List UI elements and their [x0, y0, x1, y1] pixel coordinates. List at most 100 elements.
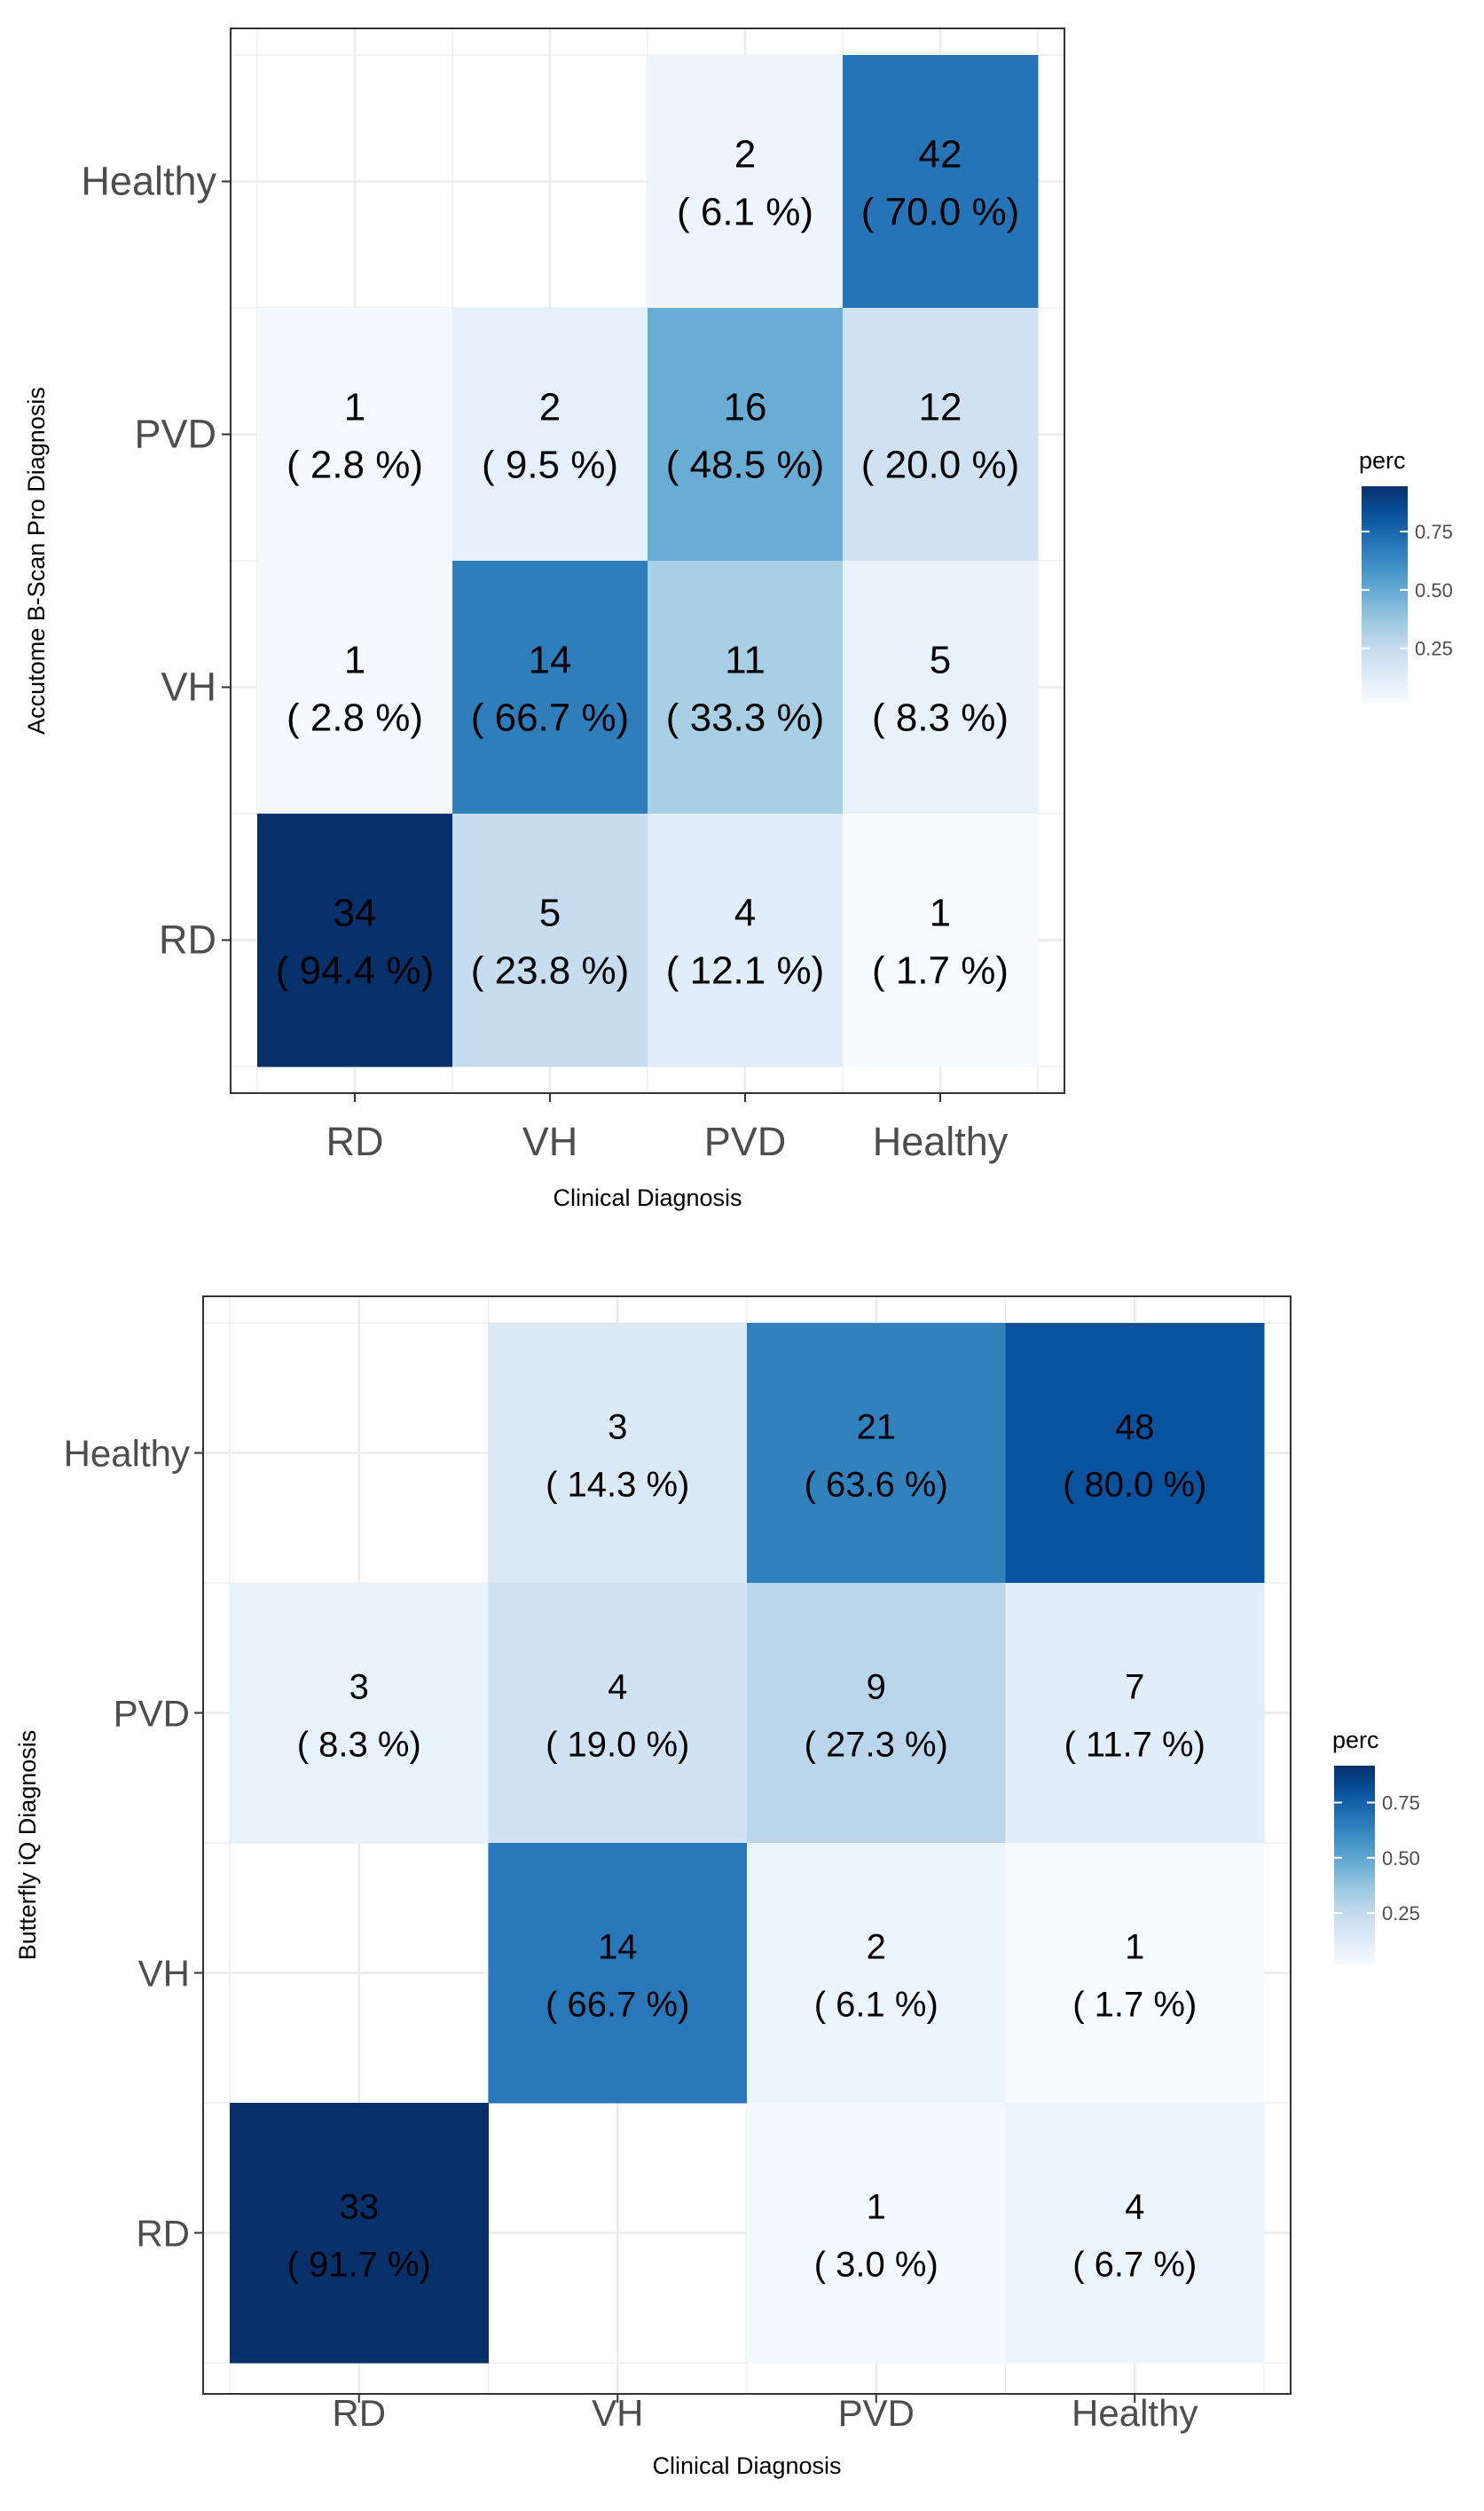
- cell-percent-label: ( 80.0 %): [1063, 1466, 1206, 1505]
- cell-percent-label: ( 6.1 %): [814, 1986, 938, 2025]
- heatmap-cell-healthy-vh: [488, 1323, 748, 1584]
- cell-percent-label: ( 23.8 %): [471, 949, 630, 993]
- heatmap-cell-vh-vh: [488, 1843, 748, 2104]
- cell-count-label: 4: [608, 1668, 627, 1707]
- heatmap-cell-rd-rd: [257, 814, 453, 1067]
- y-tick-label: RD: [136, 2213, 190, 2255]
- x-tick-label: RD: [326, 1119, 384, 1164]
- heatmap-cell-pvd-rd: [230, 1583, 489, 1844]
- accutome-heatmap: 2 ( 6.1 %) 42 ( 70.0 %) 1 ( 2.8 %) 2 ( 9.5 %) 16…: [23, 28, 1453, 1211]
- cell-count-label: 5: [930, 639, 951, 682]
- cell-percent-label: ( 63.6 %): [805, 1466, 948, 1505]
- cell-percent-label: ( 12.1 %): [666, 949, 825, 993]
- cell-percent-label: ( 70.0 %): [861, 191, 1020, 234]
- heatmap-cell-vh-healthy: [843, 561, 1039, 815]
- cell-count-label: 7: [1125, 1668, 1144, 1707]
- y-tick-label: VH: [138, 1953, 190, 1995]
- cell-count-label: 4: [734, 892, 756, 935]
- y-tick-label: Healthy: [81, 159, 216, 204]
- cell-percent-label: ( 9.5 %): [482, 444, 618, 487]
- heatmap-cell-rd-rd: [230, 2103, 489, 2364]
- heatmap-cell-vh-healthy: [1005, 1843, 1265, 2104]
- heatmap-cell-rd-vh: [452, 814, 648, 1067]
- cell-count-label: 1: [867, 2188, 886, 2227]
- cell-percent-label: ( 66.7 %): [546, 1986, 689, 2025]
- cell-count-label: 3: [349, 1668, 369, 1707]
- legend-tick-label: 0.75: [1415, 521, 1453, 543]
- legend-tick-label: 0.50: [1382, 1847, 1420, 1869]
- heatmap-cell-pvd-pvd: [747, 1583, 1006, 1844]
- cell-count-label: 11: [725, 639, 766, 682]
- cell-count-label: 1: [1125, 1928, 1144, 1967]
- x-tick-label: VH: [592, 2392, 643, 2434]
- x-axis-title: Clinical Diagnosis: [553, 1185, 742, 1211]
- heatmap-cell-pvd-healthy: [1005, 1583, 1265, 1844]
- heatmap-cell-rd-healthy: [843, 814, 1039, 1067]
- cell-percent-label: ( 14.3 %): [546, 1466, 689, 1505]
- cell-percent-label: ( 6.7 %): [1072, 2246, 1197, 2285]
- heatmap-cell-pvd-vh: [452, 308, 648, 562]
- cell-count-label: 42: [919, 133, 962, 177]
- cell-count-label: 9: [867, 1668, 886, 1707]
- cell-percent-label: ( 33.3 %): [666, 697, 825, 740]
- cell-count-label: 21: [857, 1408, 897, 1447]
- legend-title: perc: [1359, 447, 1406, 474]
- heatmap-cell-pvd-healthy: [843, 308, 1039, 562]
- cell-percent-label: ( 19.0 %): [546, 1726, 689, 1765]
- cell-percent-label: ( 6.1 %): [677, 191, 813, 234]
- x-axis-title: Clinical Diagnosis: [652, 2452, 841, 2479]
- y-axis-title: Accutome B-Scan Pro Diagnosis: [23, 387, 50, 735]
- cell-percent-label: ( 27.3 %): [805, 1726, 948, 1765]
- legend-colorbar: [1362, 486, 1408, 703]
- panel-border: [230, 28, 1065, 1094]
- cell-percent-label: ( 66.7 %): [471, 697, 630, 740]
- heatmap-cell-pvd-vh: [488, 1583, 748, 1844]
- cell-percent-label: ( 11.7 %): [1064, 1726, 1205, 1765]
- heatmap-cell-healthy-pvd: [747, 1323, 1006, 1584]
- heatmap-cell-healthy-pvd: [648, 55, 844, 309]
- legend-tick-label: 0.50: [1415, 579, 1453, 602]
- cell-count-label: 14: [598, 1928, 638, 1967]
- cell-count-label: 1: [344, 639, 365, 682]
- y-tick-label: PVD: [114, 1693, 190, 1735]
- heatmap-cell-rd-healthy: [1005, 2103, 1265, 2364]
- cell-count-label: 14: [529, 639, 572, 682]
- cell-count-label: 1: [344, 386, 365, 429]
- cell-percent-label: ( 1.7 %): [872, 949, 1009, 993]
- x-tick-label: PVD: [704, 1119, 787, 1164]
- legend-title: perc: [1332, 1727, 1379, 1753]
- y-tick-label: Healthy: [64, 1433, 190, 1475]
- y-tick-label: PVD: [134, 412, 216, 457]
- x-tick-label: VH: [522, 1119, 578, 1164]
- y-tick-label: VH: [161, 665, 216, 710]
- cell-count-label: 33: [340, 2188, 380, 2227]
- cell-count-label: 2: [867, 1928, 886, 1967]
- legend-tick-label: 0.75: [1382, 1792, 1420, 1814]
- y-tick-label: RD: [159, 917, 216, 963]
- x-tick-label: RD: [332, 2392, 386, 2434]
- heatmap-cell-vh-pvd: [747, 1843, 1006, 2104]
- cell-count-label: 48: [1115, 1408, 1155, 1447]
- heatmap-cell-healthy-healthy: [843, 55, 1039, 309]
- x-tick-label: Healthy: [873, 1119, 1009, 1164]
- cell-count-label: 3: [608, 1408, 627, 1447]
- x-tick-label: Healthy: [1072, 2392, 1197, 2434]
- cell-percent-label: ( 1.7 %): [1072, 1986, 1197, 2025]
- cell-count-label: 1: [930, 892, 951, 935]
- heatmap-cell-rd-pvd: [648, 814, 844, 1067]
- cell-percent-label: ( 91.7 %): [287, 2246, 431, 2285]
- heatmap-cell-vh-vh: [452, 561, 648, 815]
- cell-percent-label: ( 2.8 %): [287, 444, 423, 487]
- heatmap-cell-vh-pvd: [648, 561, 844, 815]
- legend-tick-label: 0.25: [1415, 638, 1453, 660]
- heatmap-cell-vh-rd: [257, 561, 453, 815]
- cell-percent-label: ( 94.4 %): [276, 949, 435, 993]
- heatmap-cell-healthy-healthy: [1005, 1323, 1265, 1584]
- cell-percent-label: ( 8.3 %): [872, 697, 1009, 740]
- panel-border: [202, 1295, 1292, 2395]
- cell-count-label: 12: [919, 386, 962, 429]
- cell-percent-label: ( 48.5 %): [666, 444, 825, 487]
- butterfly-heatmap: 3( 14.3 %)21( 63.6 %)48( 80.0 %)3( 8.3 %…: [14, 1295, 1420, 2479]
- cell-count-label: 34: [334, 892, 377, 935]
